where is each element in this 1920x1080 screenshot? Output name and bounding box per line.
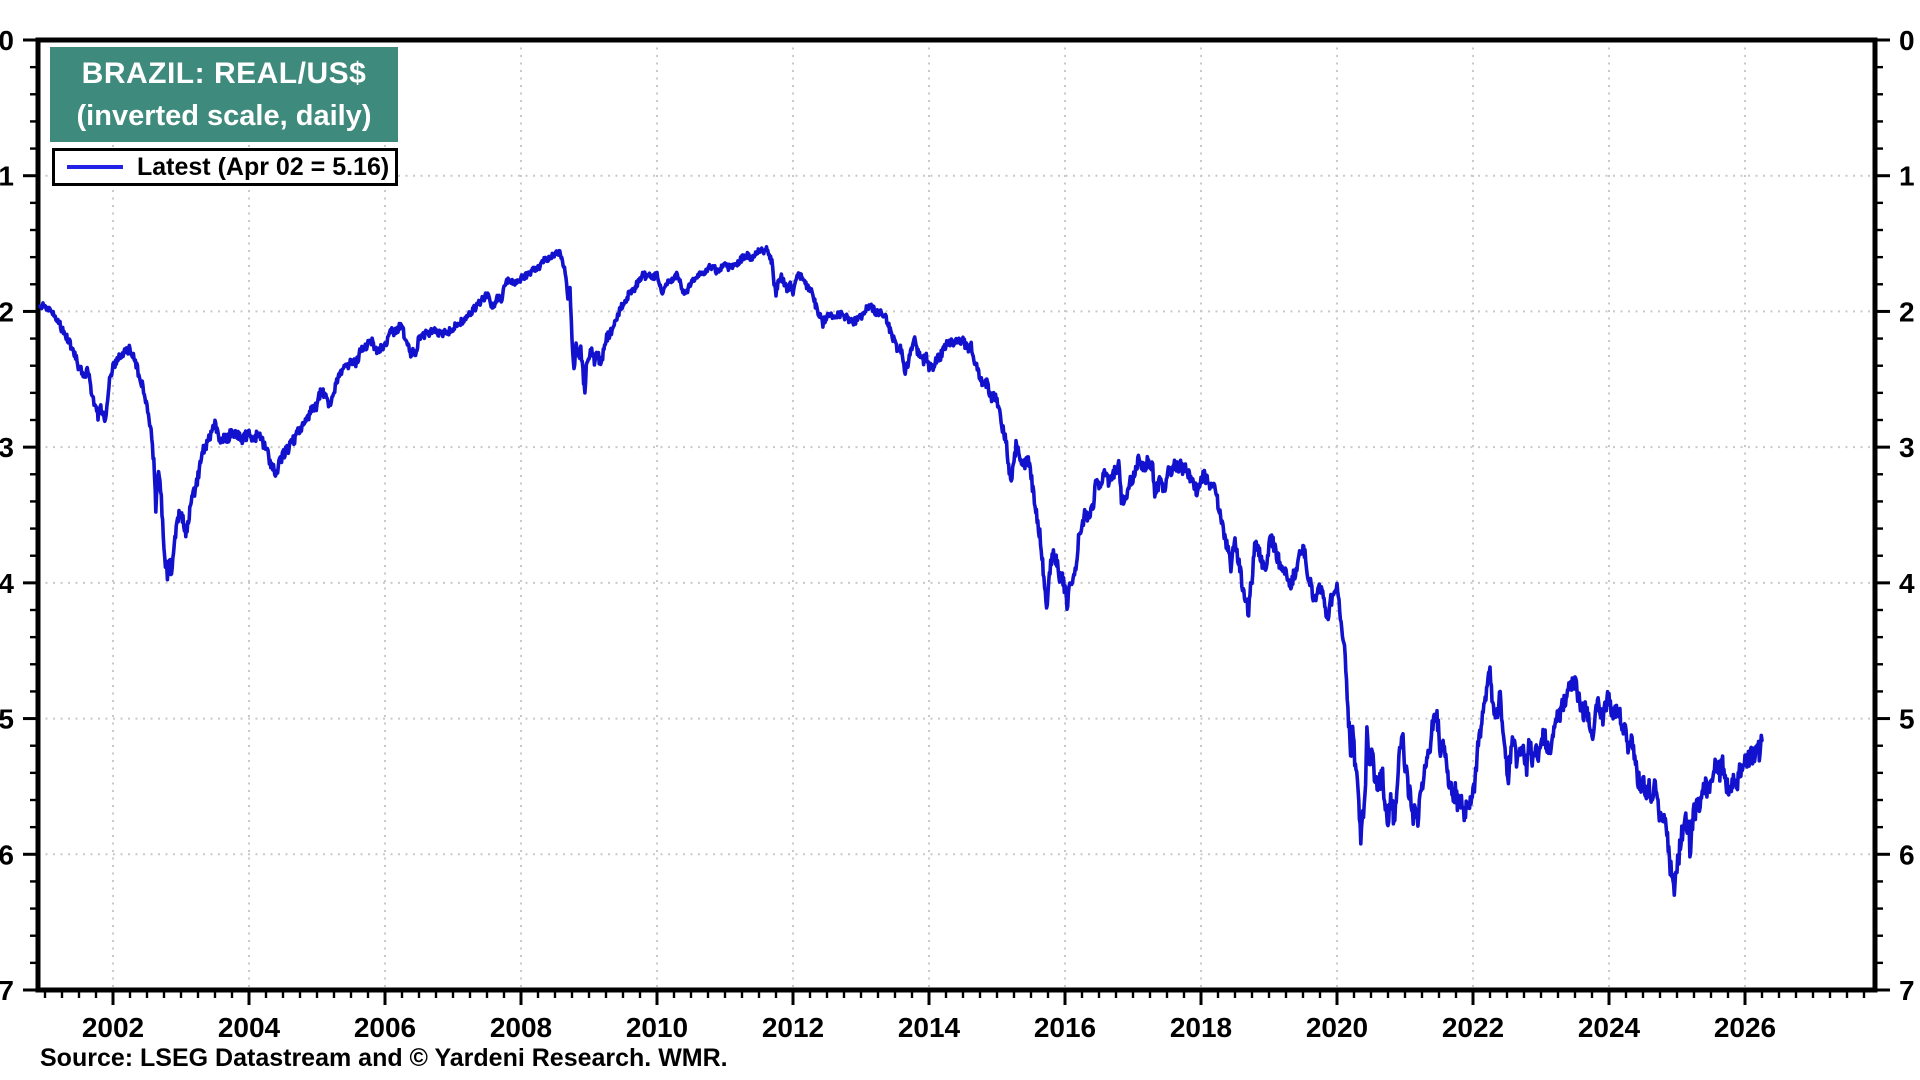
legend: Latest (Apr 02 = 5.16) — [52, 148, 398, 186]
y-axis-label-right: 2 — [1899, 296, 1915, 327]
x-axis-label: 2002 — [82, 1012, 144, 1043]
y-axis-label-left: 2 — [0, 296, 14, 327]
data-line-latest — [38, 245, 1764, 897]
legend-label: Latest (Apr 02 = 5.16) — [137, 152, 390, 181]
y-axis-label-left: 6 — [0, 839, 14, 870]
y-axis-label-right: 3 — [1899, 432, 1915, 463]
y-axis-label-right: 5 — [1899, 704, 1915, 735]
y-axis-label-right: 7 — [1899, 975, 1915, 1006]
plot-frame — [35, 37, 1878, 993]
y-axis-label-left: 1 — [0, 161, 14, 192]
x-axis-label: 2004 — [218, 1012, 281, 1043]
x-axis-label: 2008 — [490, 1012, 552, 1043]
y-axis-label-right: 6 — [1899, 839, 1915, 870]
y-axis-label-left: 0 — [0, 25, 14, 56]
x-axis-label: 2020 — [1306, 1012, 1368, 1043]
y-axis-label-left: 7 — [0, 975, 14, 1006]
x-axis-label: 2018 — [1170, 1012, 1232, 1043]
y-axis-label-right: 0 — [1899, 25, 1915, 56]
chart-subtitle: (inverted scale, daily) — [76, 100, 372, 133]
x-axis-label: 2010 — [626, 1012, 688, 1043]
x-axis-label: 2024 — [1578, 1012, 1641, 1043]
chart-title: BRAZIL: REAL/US$ — [81, 56, 367, 90]
y-axis-label-right: 1 — [1899, 161, 1915, 192]
source-note: Source: LSEG Datastream and © Yardeni Re… — [40, 1044, 728, 1072]
x-axis-label: 2022 — [1442, 1012, 1504, 1043]
x-axis-label: 2014 — [898, 1012, 961, 1043]
y-axis-label-left: 3 — [0, 432, 14, 463]
y-axis-label-right: 4 — [1899, 568, 1915, 599]
x-axis-label: 2012 — [762, 1012, 824, 1043]
legend-line-swatch — [67, 165, 123, 169]
x-axis-label: 2026 — [1714, 1012, 1776, 1043]
x-axis-label: 2016 — [1034, 1012, 1096, 1043]
x-axis-label: 2006 — [354, 1012, 416, 1043]
y-axis-label-left: 4 — [0, 568, 14, 599]
y-axis-label-left: 5 — [0, 704, 14, 735]
chart-title-box: BRAZIL: REAL/US$ (inverted scale, daily) — [50, 47, 398, 142]
